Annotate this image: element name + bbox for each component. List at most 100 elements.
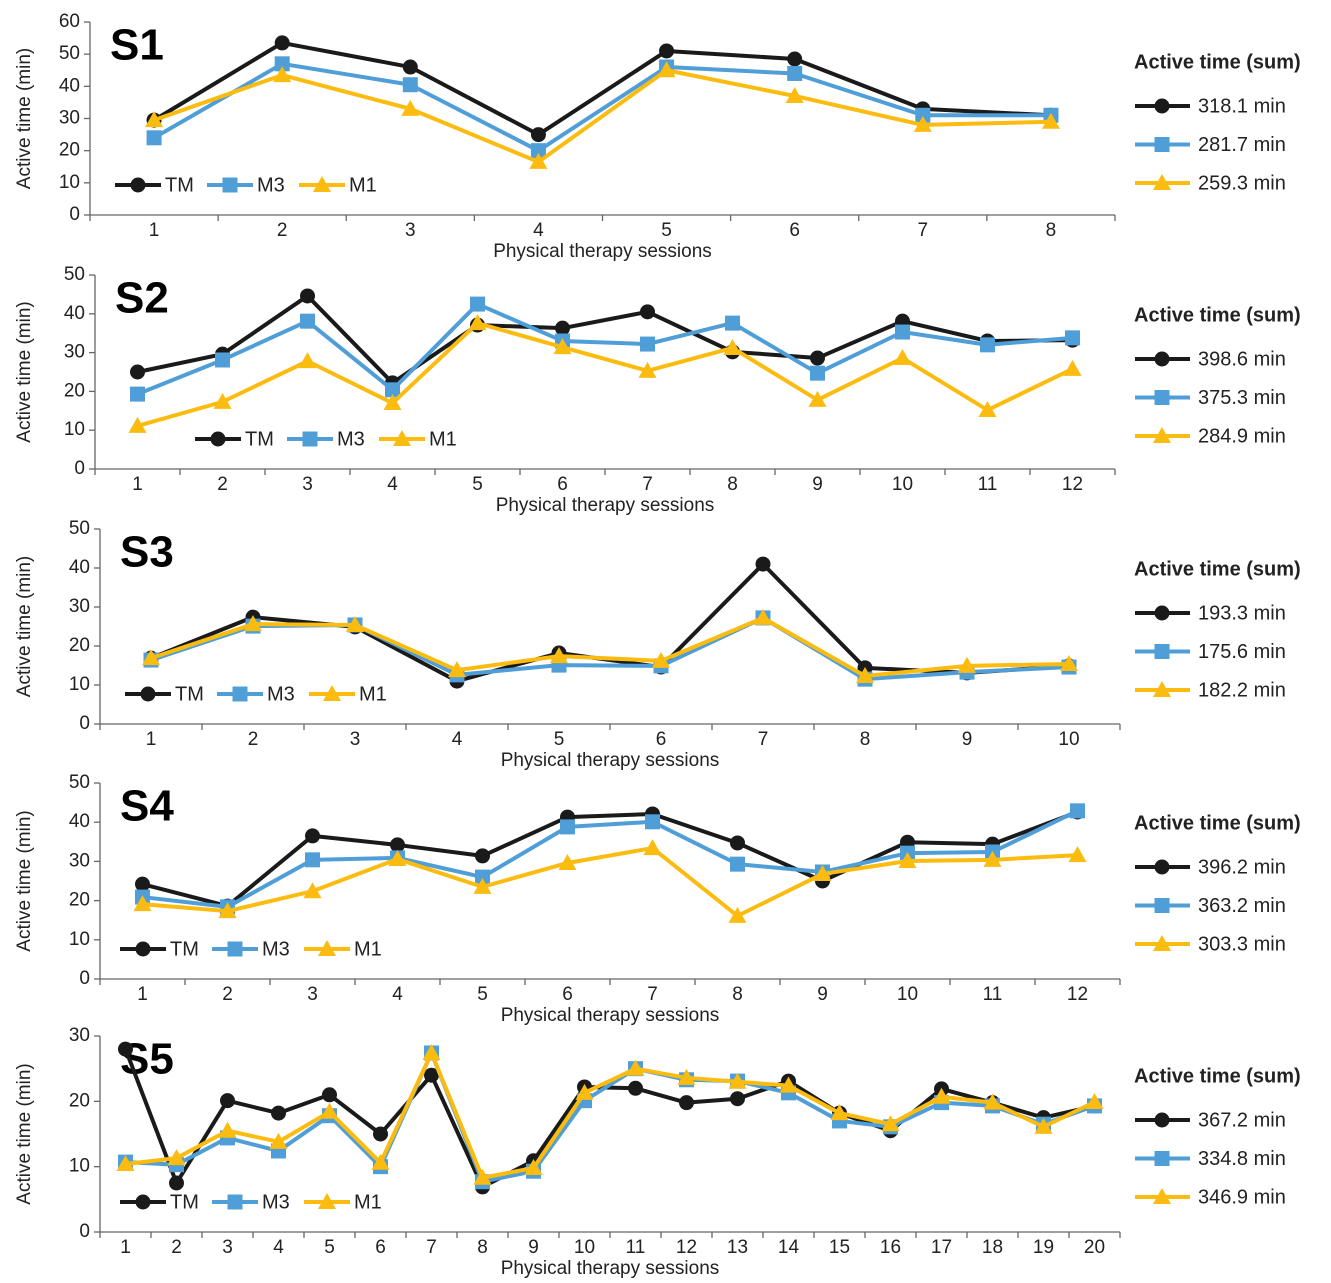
- data-point: [220, 1093, 235, 1109]
- x-axis-label: Physical therapy sessions: [496, 495, 715, 516]
- x-axis-label: Physical therapy sessions: [493, 241, 712, 262]
- total-label: 398.6 min: [1198, 348, 1286, 370]
- y-tick-label: 40: [69, 557, 90, 578]
- total-label: 367.2 min: [1198, 1109, 1286, 1131]
- x-tick-label: 3: [405, 220, 416, 241]
- series-line: [136, 321, 1074, 428]
- data-point: [810, 365, 825, 381]
- data-point: [305, 828, 320, 844]
- y-tick-label: 0: [69, 204, 80, 225]
- legend-label: TM: [170, 1191, 199, 1213]
- total-label: 193.3 min: [1198, 602, 1286, 624]
- x-tick-label: 6: [789, 220, 800, 241]
- x-tick-label: 5: [477, 984, 488, 1005]
- x-tick-label: 9: [962, 729, 973, 750]
- data-point: [346, 615, 364, 632]
- total-label: 303.3 min: [1198, 933, 1286, 955]
- data-point: [808, 390, 827, 407]
- data-point: [167, 1149, 186, 1166]
- x-tick-label: 2: [217, 474, 228, 495]
- x-tick-label: 11: [626, 1237, 646, 1258]
- data-point: [1070, 803, 1085, 819]
- legend-swatch: [227, 941, 243, 957]
- x-tick-label: 9: [817, 984, 828, 1005]
- y-tick-label: 30: [59, 108, 80, 129]
- y-tick-label: 30: [69, 1025, 90, 1046]
- data-point: [116, 1155, 135, 1172]
- x-tick-label: 5: [554, 729, 565, 750]
- legend-swatch: [318, 940, 336, 956]
- series-line: [153, 68, 1051, 164]
- total-swatch: [1153, 427, 1171, 443]
- total-label: 363.2 min: [1198, 895, 1286, 917]
- legend-label: TM: [170, 938, 199, 960]
- data-point: [728, 1072, 747, 1089]
- x-tick-label: 3: [350, 729, 361, 750]
- data-point: [983, 1093, 1002, 1110]
- y-axis-label: Active time (min): [14, 810, 35, 951]
- x-tick-label: 15: [829, 1237, 850, 1258]
- x-tick-label: 7: [426, 1237, 437, 1258]
- data-point: [529, 152, 548, 169]
- data-point: [371, 1153, 390, 1170]
- data-point: [730, 856, 745, 872]
- y-axis-label: Active time (min): [14, 1063, 35, 1204]
- data-point: [898, 852, 917, 869]
- y-tick-label: 50: [69, 772, 90, 793]
- data-point: [730, 1091, 745, 1107]
- x-tick-label: 9: [528, 1237, 539, 1258]
- legend-swatch: [135, 941, 151, 957]
- x-tick-label: 1: [149, 220, 160, 241]
- series-line: [142, 809, 1079, 909]
- data-point: [787, 65, 803, 81]
- data-point: [754, 608, 772, 625]
- data-point: [128, 416, 147, 433]
- data-point: [373, 1126, 388, 1142]
- data-point: [135, 876, 150, 892]
- x-tick-label: 7: [647, 984, 658, 1005]
- legend-label: M1: [359, 683, 387, 705]
- data-point: [300, 313, 315, 329]
- y-axis-label: Active time (min): [14, 556, 35, 697]
- x-tick-label: 14: [778, 1237, 800, 1258]
- data-point: [830, 1104, 849, 1121]
- data-point: [558, 853, 577, 870]
- legend-label: M1: [429, 428, 457, 450]
- x-axis-label: Physical therapy sessions: [501, 1005, 720, 1026]
- data-point: [385, 382, 400, 398]
- total-swatch: [1154, 898, 1170, 913]
- y-tick-label: 40: [69, 811, 90, 832]
- data-point: [787, 51, 803, 67]
- total-swatch: [1153, 174, 1171, 190]
- series-line: [153, 61, 1051, 153]
- total-swatch: [1153, 935, 1171, 951]
- y-tick-label: 50: [59, 43, 80, 64]
- total-label: 346.9 min: [1198, 1186, 1286, 1208]
- data-point: [390, 837, 405, 853]
- x-tick-label: 5: [324, 1237, 335, 1258]
- x-tick-label: 12: [1067, 984, 1088, 1005]
- x-tick-label: 13: [727, 1237, 748, 1258]
- data-point: [424, 1067, 439, 1083]
- y-tick-label: 10: [69, 929, 90, 950]
- x-tick-label: 6: [557, 474, 568, 495]
- data-point: [893, 349, 912, 366]
- data-point: [555, 320, 570, 336]
- legend-title: Active time (sum): [1134, 1065, 1301, 1087]
- data-point: [524, 1158, 543, 1175]
- legend-title: Active time (sum): [1134, 51, 1301, 73]
- legend-swatch: [210, 431, 226, 447]
- data-point: [640, 304, 655, 320]
- data-point: [550, 647, 568, 664]
- data-point: [723, 338, 742, 355]
- data-point: [810, 350, 825, 366]
- total-swatch: [1154, 351, 1170, 367]
- y-tick-label: 40: [59, 75, 80, 96]
- total-label: 334.8 min: [1198, 1148, 1286, 1170]
- x-tick-label: 2: [171, 1237, 182, 1258]
- data-point: [1085, 1092, 1104, 1109]
- data-point: [422, 1043, 441, 1060]
- y-tick-label: 10: [64, 419, 85, 440]
- y-tick-label: 20: [69, 890, 90, 911]
- data-point: [856, 667, 874, 684]
